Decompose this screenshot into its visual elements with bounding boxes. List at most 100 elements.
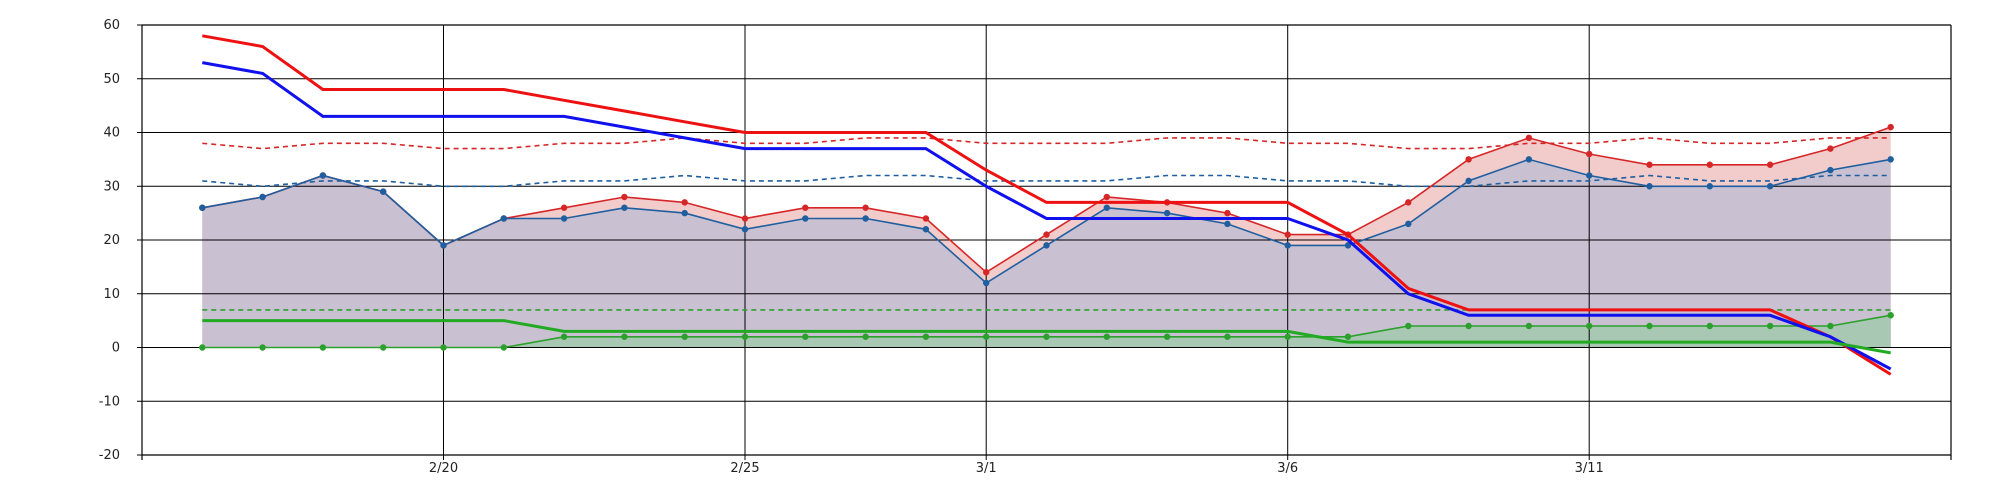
data-point — [1706, 322, 1714, 330]
data-point — [1405, 220, 1412, 228]
data-point — [1043, 231, 1050, 238]
data-point — [1646, 161, 1653, 168]
data-point — [621, 333, 628, 340]
data-point — [1465, 322, 1472, 330]
data-point — [1646, 183, 1653, 190]
data-point — [1586, 322, 1593, 330]
data-point — [560, 204, 568, 211]
data-point — [259, 193, 266, 201]
tick-labels: -20 -10 0 10 20 30 40 50 60 2/20 2/25 3/1 3/6 3/11 — [99, 18, 1604, 476]
data-point — [259, 344, 266, 351]
data-point — [1586, 172, 1593, 179]
data-point — [681, 209, 688, 217]
y-tick-label: 30 — [103, 179, 120, 194]
data-point — [1706, 161, 1714, 168]
data-point — [621, 193, 628, 201]
area-fill-2 — [202, 159, 1891, 348]
data-point — [500, 344, 507, 351]
data-point — [1163, 333, 1171, 340]
data-point — [1766, 322, 1774, 330]
y-tick-label: 40 — [103, 126, 120, 141]
data-point — [862, 215, 869, 222]
y-tick-label: 20 — [103, 233, 120, 248]
data-point — [741, 215, 749, 222]
data-point — [1827, 322, 1834, 330]
data-point — [922, 215, 930, 222]
x-tick-label: 3/11 — [1575, 461, 1604, 476]
data-point — [380, 344, 387, 351]
data-point — [1465, 177, 1472, 185]
data-point — [440, 242, 447, 249]
series-lines — [199, 34, 1894, 376]
data-point — [1766, 161, 1774, 168]
data-point — [1103, 333, 1111, 340]
series-line-7 — [202, 34, 1892, 376]
x-tick-label: 2/25 — [730, 461, 759, 476]
data-point — [560, 333, 568, 340]
series-line-9 — [202, 319, 1891, 355]
data-point — [1043, 333, 1050, 340]
data-point — [983, 269, 990, 276]
data-point — [199, 344, 206, 351]
data-point — [1284, 242, 1291, 249]
data-point — [560, 215, 568, 222]
data-point — [1887, 156, 1894, 163]
y-tick-label: 50 — [103, 72, 120, 87]
data-point — [862, 333, 869, 340]
data-point — [983, 333, 990, 340]
data-point — [1766, 183, 1774, 190]
x-tick-label: 3/1 — [976, 461, 997, 476]
data-point — [1525, 156, 1533, 163]
data-point — [1344, 242, 1352, 249]
data-point — [380, 188, 387, 195]
data-point — [1405, 322, 1412, 330]
axes — [137, 24, 1952, 460]
x-tick-label: 3/6 — [1277, 461, 1298, 476]
data-point — [1224, 209, 1231, 217]
series-line-5 — [202, 174, 1891, 188]
data-point — [199, 204, 206, 211]
data-point — [1163, 209, 1171, 217]
y-tick-label: 10 — [103, 287, 120, 302]
data-point — [1586, 150, 1593, 158]
data-point — [922, 333, 930, 340]
data-point — [1525, 134, 1533, 142]
data-point — [1043, 242, 1050, 249]
data-point — [319, 172, 327, 179]
data-point — [681, 199, 688, 206]
data-point — [1284, 231, 1291, 238]
data-point — [1224, 220, 1231, 228]
data-point — [862, 204, 869, 211]
data-point — [802, 333, 809, 340]
series-line-4 — [202, 137, 1891, 150]
data-point — [802, 215, 809, 222]
y-tick-label: 60 — [103, 18, 120, 33]
data-point — [621, 204, 628, 211]
data-point — [500, 215, 507, 222]
data-point — [440, 344, 447, 351]
data-point — [1887, 312, 1894, 319]
data-point — [1887, 123, 1894, 131]
data-point — [1827, 145, 1834, 152]
data-point — [1224, 333, 1231, 340]
data-point — [1103, 204, 1111, 211]
data-point — [1646, 322, 1653, 330]
data-point — [1706, 183, 1714, 190]
series-line-8 — [202, 61, 1892, 371]
y-tick-label: -20 — [99, 448, 120, 463]
data-point — [1344, 333, 1352, 340]
y-tick-label: -10 — [99, 394, 120, 409]
data-point — [802, 204, 809, 211]
data-point — [741, 333, 749, 340]
data-point — [1827, 166, 1834, 174]
data-point — [1103, 193, 1111, 201]
data-point — [1405, 199, 1412, 206]
data-point — [741, 226, 749, 233]
y-tick-label: 0 — [112, 341, 120, 356]
data-point — [1465, 156, 1472, 163]
data-point — [983, 279, 990, 287]
data-point — [1525, 322, 1533, 330]
x-tick-label: 2/20 — [429, 461, 458, 476]
data-point — [319, 344, 327, 351]
